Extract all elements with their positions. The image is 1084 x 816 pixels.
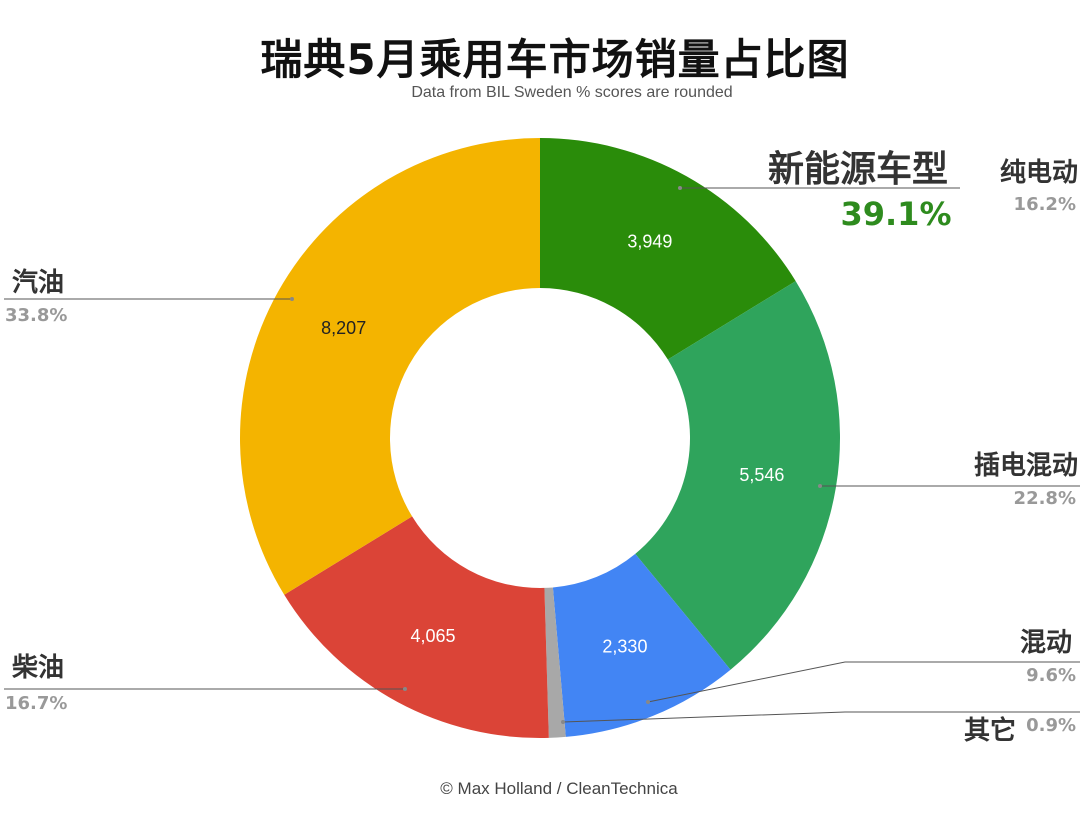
leader-dot-phev xyxy=(818,484,822,488)
percent-label-other: 0.9% xyxy=(1026,715,1076,736)
nev-annotation-value: 39.1% xyxy=(840,195,951,233)
percent-label-petrol: 33.8% xyxy=(5,305,67,326)
slice-value-petrol: 8,207 xyxy=(321,318,366,338)
category-label-phev: 插电混动 xyxy=(974,451,1078,481)
slice-diesel xyxy=(284,516,549,738)
slice-petrol xyxy=(240,138,541,595)
percent-label-hev: 9.6% xyxy=(1026,665,1076,686)
slice-value-phev: 5,546 xyxy=(739,465,784,485)
category-label-hev: 混动 xyxy=(1020,628,1072,658)
category-label-diesel: 柴油 xyxy=(11,653,64,683)
leader-line-hev xyxy=(647,661,1080,703)
leader-line-other xyxy=(562,711,1080,723)
category-label-other: 其它 xyxy=(964,715,1016,746)
category-label-petrol: 汽油 xyxy=(12,268,64,298)
chart-subtitle: Data from BIL Sweden % scores are rounde… xyxy=(411,84,733,101)
slice-hev xyxy=(552,553,731,737)
slice-value-hev: 2,330 xyxy=(602,636,647,656)
leader-dot-hev xyxy=(646,700,650,704)
leader-dot-bev xyxy=(678,186,682,190)
slice-values: 3,949 5,546 2,330 4,065 8,207 xyxy=(321,232,784,657)
slice-value-diesel: 4,065 xyxy=(410,626,455,646)
leader-dot-diesel xyxy=(403,687,407,691)
chart-title: 瑞典5月乘用车市场销量占比图 xyxy=(260,35,850,84)
donut-slices xyxy=(240,138,840,738)
slice-other xyxy=(544,587,566,738)
slice-phev xyxy=(635,281,840,670)
chart-credit: © Max Holland / CleanTechnica xyxy=(440,779,678,798)
leader-dot-petrol xyxy=(290,297,294,301)
nev-annotation-label: 新能源车型 xyxy=(768,149,948,190)
category-labels: 纯电动 16.2% 插电混动 22.8% 混动 9.6% 其它 0.9% 柴油 16.7% 汽油 33… xyxy=(5,149,1078,746)
slice-value-bev: 3,949 xyxy=(627,232,672,252)
percent-label-diesel: 16.7% xyxy=(5,693,67,714)
percent-label-phev: 22.8% xyxy=(1014,488,1076,509)
category-label-bev: 纯电动 xyxy=(1000,157,1078,188)
slice-bev xyxy=(540,138,796,360)
leader-lines xyxy=(4,186,1080,724)
leader-dot-other xyxy=(561,720,565,724)
percent-label-bev: 16.2% xyxy=(1014,194,1076,215)
